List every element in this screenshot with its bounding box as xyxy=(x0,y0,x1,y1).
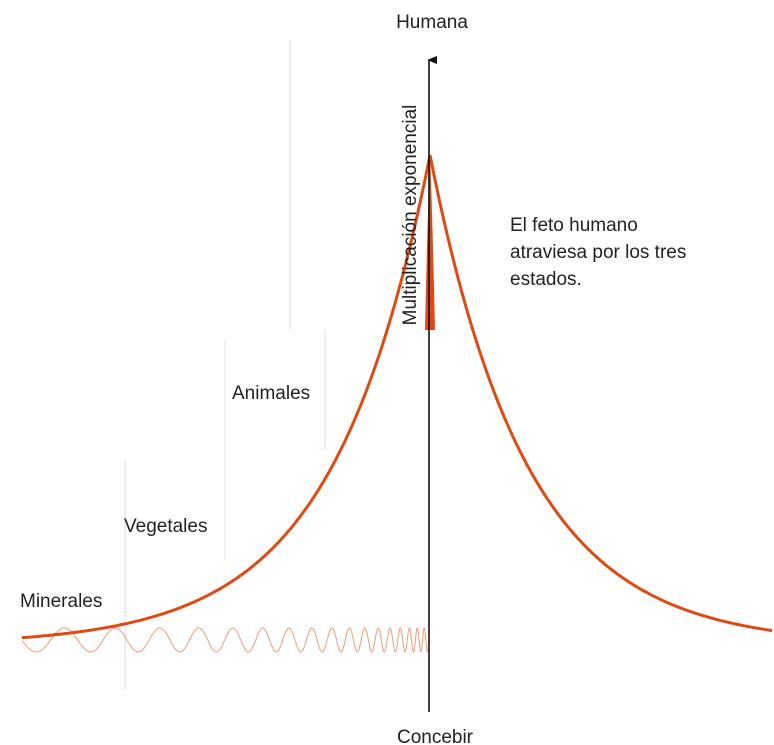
level-label: Vegetales xyxy=(124,516,207,537)
note-line: El feto humano xyxy=(510,215,638,236)
faint-guides xyxy=(124,40,326,690)
level-label: Animales xyxy=(232,383,310,404)
axis-label: Multiplicación exponencial xyxy=(400,105,421,326)
level-label: Minerales xyxy=(20,591,102,612)
wave xyxy=(21,627,429,654)
axis-top: Humana xyxy=(396,12,468,33)
note-line: atraviesa por los tres xyxy=(510,242,686,263)
peak xyxy=(425,155,435,330)
note-line: estados. xyxy=(510,269,582,290)
axis-bottom: Concebir xyxy=(397,727,474,745)
growth-curve xyxy=(21,154,773,640)
